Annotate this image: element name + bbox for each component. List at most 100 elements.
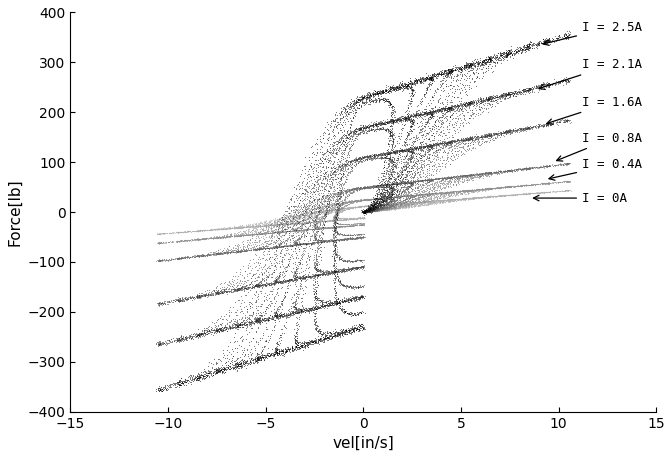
Point (501, 51, 512, 59)
Point (400, 197, 411, 205)
Point (424, 140, 435, 147)
Point (255, 277, 266, 284)
Point (431, 200, 442, 207)
Point (289, 213, 300, 220)
Point (265, 223, 276, 230)
Point (228, 284, 239, 291)
Point (344, 296, 355, 303)
Point (428, 141, 439, 148)
Point (364, 125, 375, 132)
Point (404, 79, 415, 87)
Point (375, 194, 386, 202)
Point (542, 179, 553, 186)
Point (259, 229, 270, 237)
Point (506, 183, 517, 191)
Point (181, 228, 192, 235)
Point (381, 181, 392, 189)
Point (369, 207, 380, 214)
Point (336, 170, 347, 178)
Point (560, 116, 571, 123)
Point (465, 186, 476, 194)
Point (561, 117, 572, 124)
Point (419, 187, 430, 195)
Point (311, 225, 322, 232)
Point (488, 184, 499, 191)
Point (197, 252, 208, 260)
Point (198, 373, 209, 380)
Point (323, 271, 333, 278)
Point (279, 270, 290, 277)
Point (308, 338, 319, 345)
Point (348, 220, 359, 227)
Point (274, 278, 285, 286)
Point (553, 78, 564, 86)
Point (332, 331, 343, 338)
Point (321, 218, 332, 225)
Point (519, 190, 530, 197)
Point (522, 190, 533, 197)
Point (562, 117, 573, 124)
Point (261, 228, 272, 235)
Point (336, 175, 347, 182)
Point (238, 231, 249, 239)
Point (390, 205, 401, 213)
Point (222, 233, 233, 240)
Point (401, 179, 412, 186)
Point (385, 87, 396, 95)
Point (405, 180, 415, 187)
Point (314, 208, 325, 215)
Point (424, 174, 435, 182)
Point (495, 129, 506, 136)
Point (426, 125, 437, 133)
Point (379, 201, 390, 208)
Point (454, 195, 464, 202)
Point (387, 196, 398, 203)
Point (435, 174, 446, 182)
Point (177, 228, 188, 235)
Point (357, 97, 368, 104)
Point (351, 234, 362, 241)
Point (308, 297, 319, 304)
Point (340, 309, 351, 316)
Point (239, 283, 250, 290)
Point (524, 190, 535, 197)
Point (214, 324, 224, 332)
Point (384, 201, 394, 208)
Point (165, 382, 175, 390)
Point (299, 216, 310, 224)
Point (243, 284, 254, 291)
Point (444, 138, 455, 145)
Point (210, 251, 221, 258)
Point (343, 296, 353, 304)
Point (459, 63, 470, 70)
Point (313, 305, 324, 312)
Point (501, 89, 511, 96)
Point (236, 318, 247, 325)
Point (409, 201, 420, 208)
Point (204, 328, 215, 335)
Point (234, 224, 245, 231)
Point (335, 163, 345, 170)
Point (224, 363, 235, 371)
Point (300, 344, 310, 351)
Point (362, 196, 372, 203)
Point (384, 202, 394, 210)
Point (474, 193, 485, 200)
Point (357, 126, 368, 134)
Point (334, 158, 345, 166)
Point (394, 192, 405, 200)
Point (368, 152, 379, 159)
Point (257, 315, 267, 322)
Point (239, 230, 250, 237)
Point (446, 138, 456, 146)
Point (417, 198, 428, 205)
Point (546, 35, 557, 42)
Point (536, 39, 546, 46)
Point (368, 184, 378, 191)
Point (214, 225, 225, 233)
Point (431, 194, 442, 201)
Point (333, 236, 344, 243)
Point (356, 292, 367, 300)
Point (331, 272, 342, 279)
Point (242, 320, 253, 327)
